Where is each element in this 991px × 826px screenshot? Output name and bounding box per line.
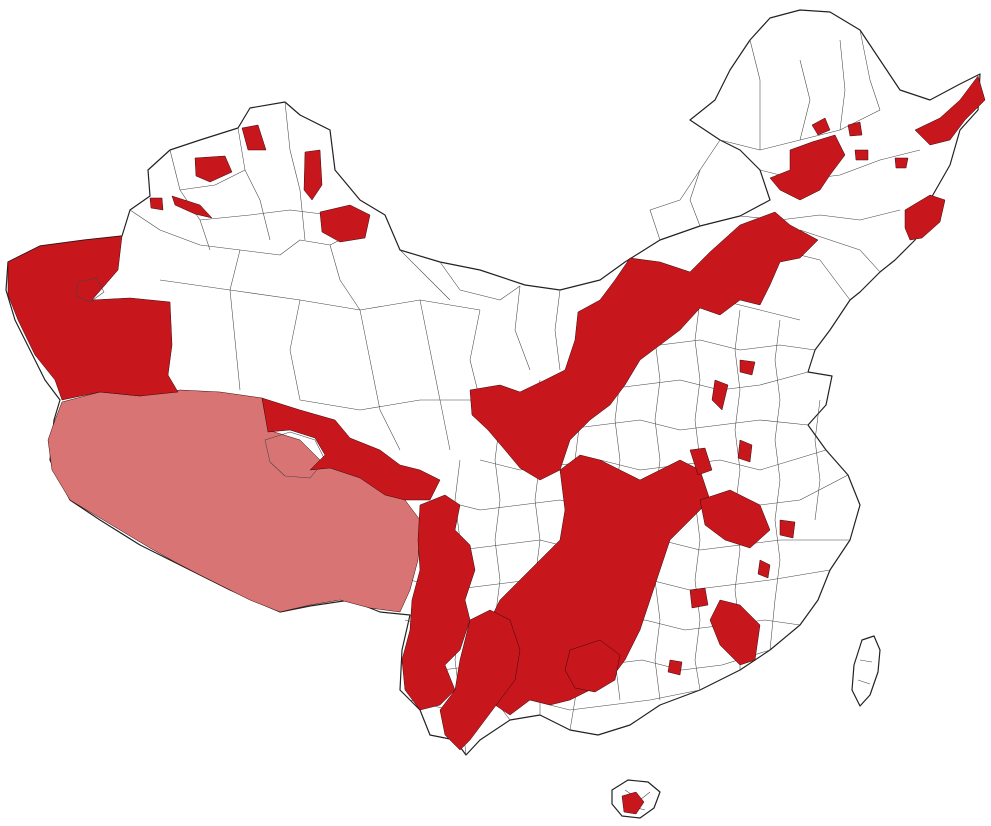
- xj-patch-3: [303, 149, 323, 201]
- qinghai-band: [261, 397, 441, 501]
- southwest-west: [401, 494, 476, 711]
- east-patch-7: [689, 587, 709, 609]
- east-patch-6: [757, 559, 771, 579]
- guangxi-patch: [564, 639, 621, 693]
- yunnan-south: [439, 609, 521, 751]
- east-patch-5: [779, 519, 796, 539]
- xinjiang-west-hole: [75, 277, 105, 303]
- xj-patch-6: [149, 197, 164, 211]
- ne-patch-4: [854, 149, 869, 161]
- east-patch-10: [739, 359, 756, 376]
- xj-patch-4: [319, 204, 371, 243]
- xj-patch-1: [194, 155, 233, 183]
- east-patch-8: [667, 659, 683, 676]
- east-patch-3: [689, 447, 713, 476]
- taiwan-outline: [851, 635, 881, 707]
- ne-patch-5: [894, 157, 909, 169]
- ne-patch-3: [847, 121, 863, 137]
- east-patch-9: [711, 379, 729, 411]
- ne-patch-2: [811, 117, 831, 136]
- east-patch-1: [699, 489, 771, 549]
- hainan-patch: [621, 791, 645, 815]
- east-patch-4: [737, 439, 753, 463]
- xj-patch-2: [241, 124, 267, 151]
- ne-patch-6: [914, 75, 986, 146]
- ne-patch-1: [769, 134, 846, 201]
- xj-patch-5: [171, 195, 213, 219]
- xinjiang-west-region: [7, 235, 179, 401]
- east-patch-2: [709, 599, 761, 666]
- central-belt: [469, 211, 819, 481]
- highlighted-regions: [7, 75, 986, 815]
- ne-patch-7: [904, 194, 946, 241]
